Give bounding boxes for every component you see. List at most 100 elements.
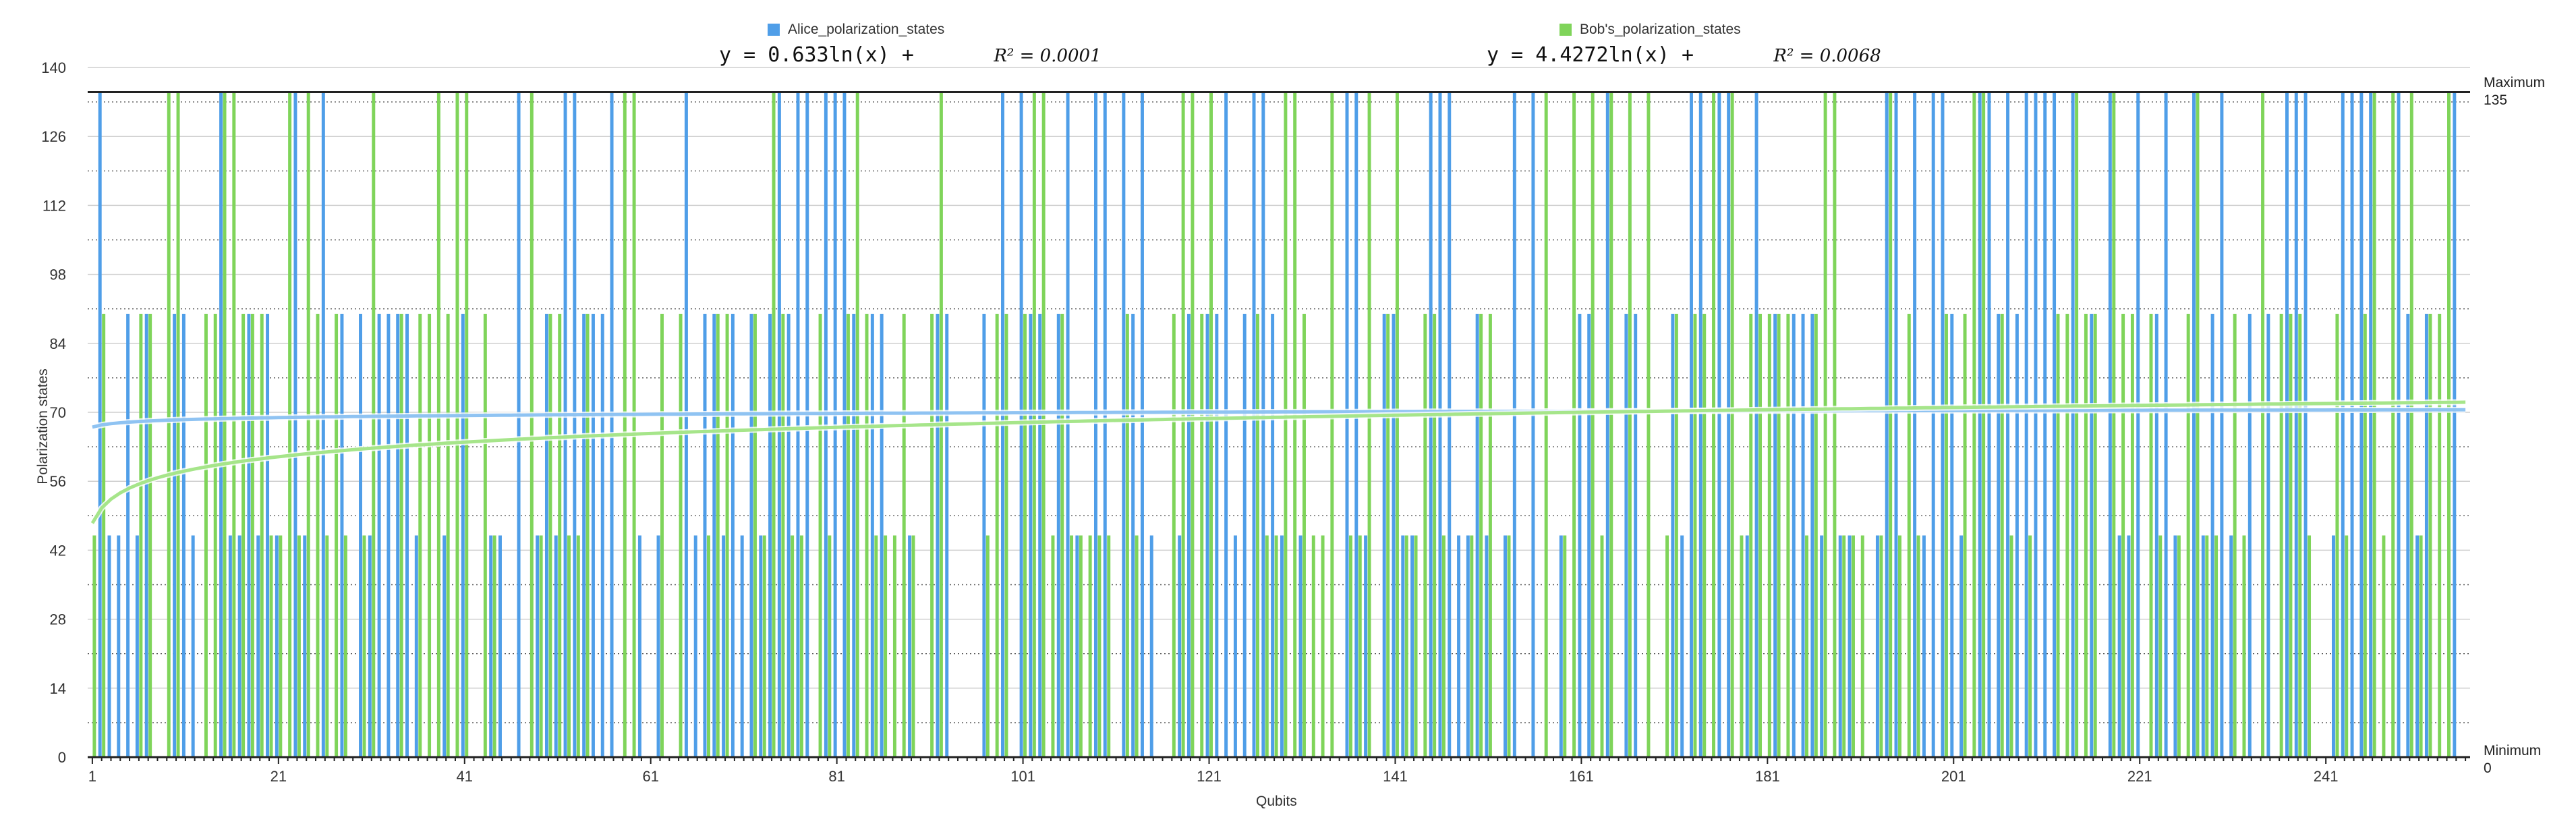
bob-bar — [2419, 535, 2423, 757]
alice-bar — [2248, 314, 2252, 757]
alice-bar — [1354, 92, 1358, 757]
y-tick-label: 126 — [41, 128, 66, 145]
alice-bar — [1029, 314, 1033, 757]
bob-bar — [1507, 535, 1511, 757]
bob-bar — [781, 314, 785, 757]
y-tick-label: 70 — [50, 404, 66, 421]
alice-bar — [722, 535, 726, 757]
minimum-label-text: Minimum — [2484, 743, 2542, 758]
bob-bar — [92, 535, 96, 757]
bob-bar — [492, 535, 496, 757]
alice-bar — [1280, 535, 1284, 757]
bob-bar — [2382, 535, 2386, 757]
bob-bar — [874, 535, 878, 757]
alice-bar — [1485, 535, 1489, 757]
alice-bar — [1401, 535, 1405, 757]
bob-bar — [1209, 92, 1213, 757]
bob-bar — [1665, 535, 1669, 757]
bob-bar — [1563, 535, 1567, 757]
bob-bar — [2372, 92, 2376, 757]
bob-bar — [865, 314, 869, 757]
bob-bar — [529, 92, 534, 757]
bob-bar — [1284, 92, 1288, 757]
bob-bar — [930, 314, 934, 757]
bob-bar — [2075, 92, 2079, 757]
alice-bar — [2266, 314, 2270, 757]
alice-bar — [1261, 92, 1265, 757]
alice-bar — [228, 535, 232, 757]
legend-alice[interactable]: Alice_polarization_states — [768, 22, 944, 38]
legend-bob[interactable]: Bob's_polarization_states — [1559, 22, 1741, 38]
bob-bar — [260, 314, 264, 757]
alice-bar — [117, 535, 121, 757]
alice-bar — [461, 314, 465, 757]
bob-bar — [1860, 535, 1864, 757]
alice-bar — [610, 92, 614, 757]
bob-bar — [1004, 314, 1008, 757]
alice-bar — [396, 314, 400, 757]
y-tick-label: 42 — [50, 542, 66, 559]
bob-bar — [1358, 535, 1362, 757]
bob-bar — [1702, 314, 1707, 757]
alice-fit-annotation: y = 0.633ln(x) + R² = 0.0001 — [719, 43, 1101, 67]
bob-bar — [762, 535, 766, 757]
bob-bar — [1023, 314, 1027, 757]
alice-bar — [749, 314, 753, 757]
alice-bar — [2164, 92, 2168, 757]
alice-bar — [637, 535, 641, 757]
y-tick-label: 112 — [42, 197, 66, 214]
bob-bar — [1712, 92, 1716, 757]
alice-bar — [2154, 314, 2158, 757]
alice-bar — [1475, 314, 1479, 757]
bob-bar — [2065, 314, 2069, 757]
bob-bar — [772, 92, 776, 757]
bob-bar — [1302, 314, 1306, 757]
bob-bar — [2196, 92, 2200, 757]
alice-bar — [2192, 92, 2196, 757]
alice-bar — [442, 535, 447, 757]
alice-bar — [600, 314, 604, 757]
bob-bar — [884, 535, 888, 757]
y-axis-label: Polarization states — [34, 368, 51, 485]
y-tick-label: 84 — [50, 335, 66, 352]
alice-bar — [805, 92, 809, 757]
bob-bar — [2279, 314, 2283, 757]
alice-bar — [1997, 314, 2001, 757]
alice-bar — [2359, 92, 2364, 757]
alice-bar — [1978, 92, 1982, 757]
alice-bar — [656, 535, 660, 757]
maximum-label-text: Maximum — [2484, 75, 2546, 90]
alice-bar — [247, 314, 251, 757]
x-tick-label: 241 — [2314, 768, 2339, 785]
alice-bar — [219, 92, 223, 757]
alice-bar — [1698, 92, 1702, 757]
bob-bar — [343, 535, 347, 757]
alice-bar — [1875, 535, 1879, 757]
alice-bar — [498, 535, 502, 757]
bob-bar — [995, 314, 999, 757]
x-tick-label: 161 — [1569, 768, 1594, 785]
x-tick-label: 201 — [1941, 768, 1966, 785]
alice-bar — [1773, 314, 1777, 757]
alice-bar — [1298, 535, 1303, 757]
bob-bar — [325, 535, 329, 757]
alice-swatch — [768, 24, 780, 36]
bob-bar — [213, 314, 217, 757]
bob-bar — [2298, 314, 2302, 757]
bob-bar — [269, 535, 273, 757]
bob-bar — [2149, 314, 2153, 757]
bob-bar — [1786, 314, 1790, 757]
alice-bar — [852, 314, 856, 757]
alice-bar — [1801, 314, 1805, 757]
alice-bar — [2424, 314, 2428, 757]
bob-bar — [1972, 92, 1976, 757]
alice-bar — [1689, 92, 1693, 757]
alice-bar — [2071, 92, 2075, 757]
bob-bar — [2289, 314, 2293, 757]
bob-bar — [2242, 535, 2246, 757]
alice-bar — [703, 314, 707, 757]
alice-bar — [1531, 92, 1535, 757]
bob-bar — [1488, 314, 1492, 757]
alice-bar — [1122, 92, 1126, 757]
alice-bar — [908, 535, 912, 757]
